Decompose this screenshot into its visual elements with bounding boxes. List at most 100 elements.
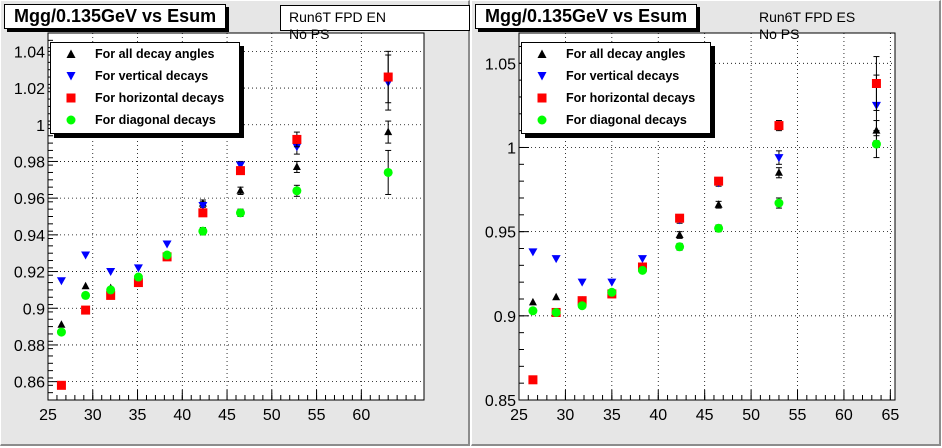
legend-label: For all decay angles [95,47,215,61]
circle-icon [66,115,76,125]
data-point [106,290,116,300]
y-axis: 0.85 0.9 0.95 1 1.05 [485,45,529,410]
data-point [714,176,724,186]
x-tick-label: 25 [39,407,57,424]
y-tick-label: 0.96 [14,191,45,208]
triangle-down-icon [66,72,76,81]
panel-left: 25 30 35 40 45 50 55 60 0.86 0.88 0.9 0.92 0.94 0.96 0… [0,0,470,446]
data-point [133,272,143,282]
data-point [383,167,393,177]
panel-right: 25 30 35 40 45 50 55 60 65 0.85 0.9 0.95 1 1.05 Mgg/0… [471,0,941,446]
plot-frame [518,32,896,401]
legend-label: For horizontal decays [566,91,696,105]
data-point [528,297,537,306]
data-point [551,307,561,317]
data-point [235,166,245,176]
data-point [675,213,685,223]
y-tick-label: 0.95 [485,225,516,242]
data-point [198,226,208,236]
data-point [235,161,245,170]
data-point [81,305,91,315]
data-point [81,281,90,290]
data-point [637,255,647,264]
data-point [106,285,116,295]
data-point [714,223,724,233]
x-tick-label: 40 [173,407,191,424]
stats-box [280,5,470,31]
triangle-down-icon [537,72,547,81]
y-tick-label: 0.85 [485,393,516,410]
data-point [552,292,561,301]
legend-label: For diagonal decays [566,113,687,127]
y-tick-label: 0.98 [14,154,45,171]
legend-label: For vertical decays [566,69,680,83]
chart-title: Mgg/0.135GeV vs Esum [475,4,698,29]
x-tick-label: 55 [789,407,807,424]
y-tick-label: 0.92 [14,265,45,282]
y-tick-label: 0.9 [23,301,45,318]
y-tick-label: 0.86 [14,375,45,392]
series-circle [56,149,393,337]
legend-label: For all decay angles [566,47,686,61]
legend-entry-all: For all decay angles [522,43,710,65]
data-point [235,208,245,218]
x-tick-label: 50 [742,407,760,424]
run-label: Run6T FPD EN [289,9,386,25]
legend: For all decay angles For vertical decays… [50,42,240,134]
data-point [774,121,784,131]
legend-label: For diagonal decays [95,113,216,127]
legend-entry-horizontal: For horizontal decays [522,87,710,109]
run-label: Run6T FPD ES [759,9,856,25]
triangle-up-icon [66,49,76,58]
data-point [774,154,784,163]
legend-entry-diagonal: For diagonal decays [522,109,710,131]
data-point [236,186,245,194]
legend-entry-diagonal: For diagonal decays [51,109,239,131]
y-tick-label: 1.04 [14,44,45,61]
x-tick-label: 60 [835,407,853,424]
data-point [384,127,393,136]
circle-icon [537,115,547,125]
data-point [56,327,66,337]
data-point [133,264,143,273]
data-point [81,290,91,300]
square-icon [537,93,547,103]
legend-label: For vertical decays [95,69,209,83]
data-point [528,306,538,316]
data-point [162,250,172,260]
legend-entry-vertical: For vertical decays [522,65,710,87]
run-sublabel: No PS [289,26,330,42]
data-point [871,79,881,89]
x-tick-label: 65 [881,407,899,424]
data-point [81,251,91,260]
y-tick-label: 0.94 [14,228,45,245]
data-point [774,168,783,176]
x-tick-label: 35 [603,407,621,424]
data-point [57,320,66,328]
data-point [292,162,301,170]
x-tick-label: 50 [263,407,281,424]
data-point [56,380,66,390]
data-point [774,198,784,208]
data-point [56,277,66,286]
y-tick-label: 0.9 [494,309,516,326]
data-point [551,255,561,264]
data-point [637,265,647,275]
x-tick-label: 25 [510,407,528,424]
legend-entry-vertical: For vertical decays [51,65,239,87]
x-axis: 25 30 35 40 45 50 55 60 [39,390,425,424]
x-tick-label: 30 [84,407,102,424]
chart-title: Mgg/0.135GeV vs Esum [4,4,227,29]
data-point [577,278,587,287]
data-point [577,296,587,306]
x-tick-label: 45 [218,407,236,424]
data-point [714,200,723,208]
data-point [133,278,143,288]
legend-entry-all: For all decay angles [51,43,239,65]
legend-label: For horizontal decays [95,91,225,105]
square-icon [66,93,76,103]
data-point [106,268,116,277]
x-tick-label: 45 [696,407,714,424]
x-tick-label: 35 [129,407,147,424]
